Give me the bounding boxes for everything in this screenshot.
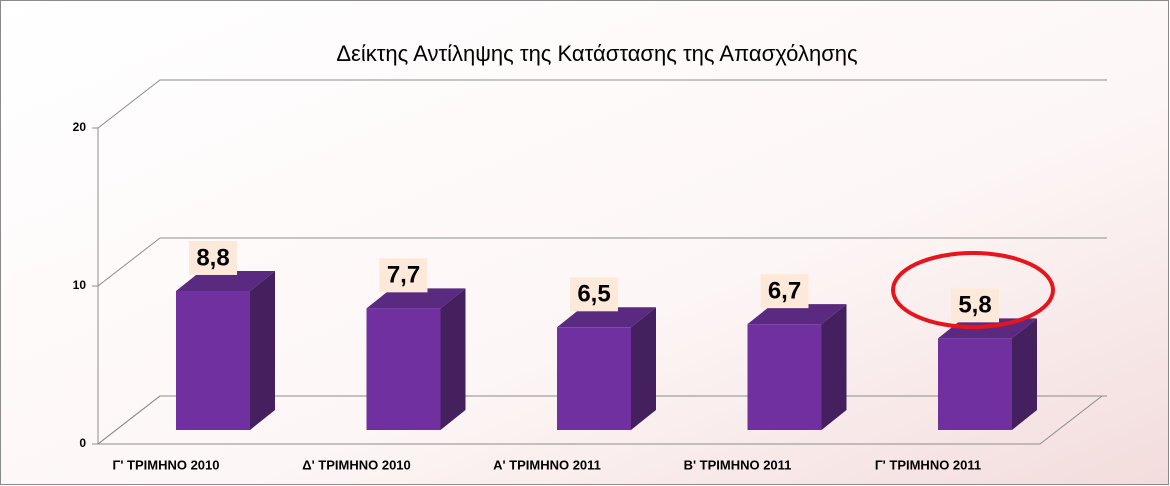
bar-top (176, 270, 275, 291)
y-tick-label: 0 (79, 436, 86, 450)
x-tick-label: Γ' ΤΡΙΜΗΝΟ 2010 (113, 457, 220, 472)
value-label: 7,7 (387, 262, 420, 289)
bar-front (176, 290, 250, 430)
bar-top (557, 307, 656, 328)
y-tick-label: 10 (73, 278, 87, 292)
bar-side (821, 304, 847, 430)
value-label-bg (189, 240, 237, 275)
value-label: 6,5 (577, 281, 610, 308)
value-label-bg (379, 258, 428, 293)
x-tick-label: Δ' ΤΡΙΜΗΝΟ 2010 (302, 457, 411, 472)
bar-front (747, 324, 822, 430)
bar (747, 304, 847, 430)
bar (938, 318, 1037, 430)
value-label: 5,8 (958, 292, 991, 319)
x-tick-label: Β' ΤΡΙΜΗΝΟ 2011 (684, 457, 792, 472)
value-label-bg (760, 274, 809, 309)
value-label-bg (570, 277, 618, 312)
x-tick-label: Α' ΤΡΙΜΗΝΟ 2011 (493, 457, 601, 472)
bar-top (747, 304, 847, 325)
bar-side (250, 270, 275, 430)
bar (366, 288, 466, 430)
bar-top (366, 288, 466, 309)
bar (176, 270, 275, 430)
value-label: 6,7 (768, 277, 801, 304)
bar-side (631, 307, 656, 430)
bar-side (1012, 318, 1037, 430)
bar-front (366, 308, 441, 430)
bar-side (440, 288, 466, 430)
value-label: 8,8 (196, 244, 229, 271)
bar (557, 307, 656, 430)
value-label-bg (951, 288, 999, 323)
chart-title: Δείκτης Αντίληψης της Κατάστασης της Απα… (336, 41, 857, 66)
bar-front (557, 327, 631, 430)
grid-line (97, 79, 1107, 129)
highlight-ellipse (891, 251, 1055, 329)
plot-area: 0 10 20 Γ' ΤΡΙΜΗΝΟ 2010 8,8 Δ' ΤΡΙΜΗΝΟ 2010 7,… (73, 79, 1107, 472)
y-tick-label: 20 (73, 120, 87, 134)
x-tick-label: Γ' ΤΡΙΜΗΝΟ 2011 (875, 457, 981, 472)
grid-line (97, 237, 1107, 287)
bar-front (938, 338, 1012, 430)
